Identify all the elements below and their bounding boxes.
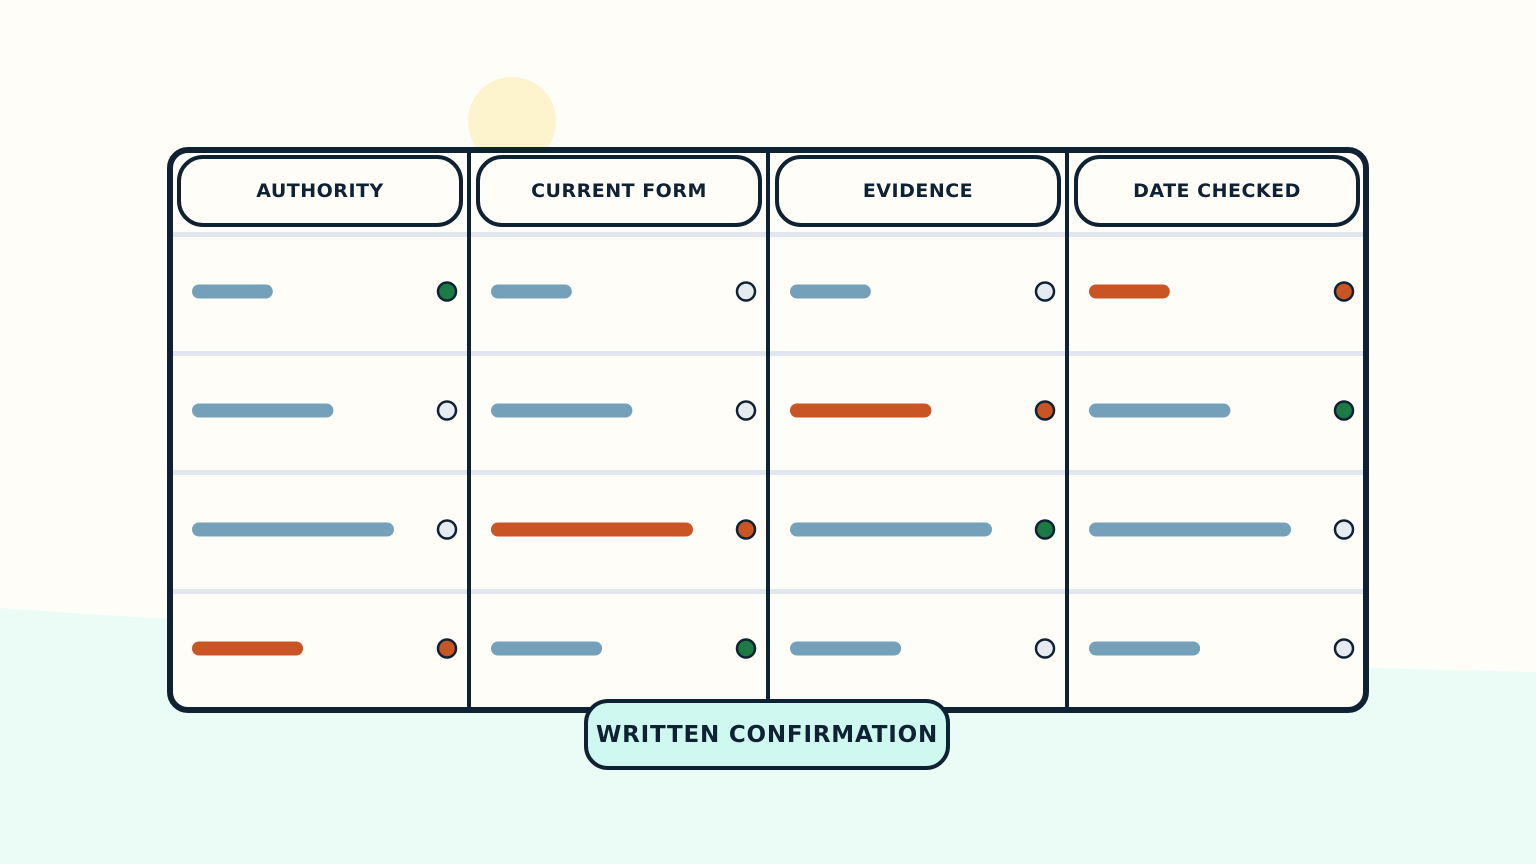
column-headers: [177, 155, 1360, 227]
header-pill-evidence: [775, 155, 1061, 227]
header-label-date-checked: DATE CHECKED: [1133, 180, 1301, 202]
header-label-current-form: CURRENT FORM: [531, 180, 707, 202]
header-label-authority: AUTHORITY: [256, 180, 384, 202]
cell-bar-r2-c3: [790, 403, 932, 418]
cell-bar-r3-c1: [192, 522, 394, 537]
status-dot-r4-c1: [436, 638, 458, 659]
status-dot-r3-c1: [436, 519, 458, 540]
column-separators: [467, 152, 1069, 708]
sun-shape: [468, 77, 556, 165]
table-cells: [192, 281, 1355, 659]
cell-bar-r3-c2: [491, 522, 693, 537]
header-pill-authority: [177, 155, 463, 227]
cell-bar-r2-c4: [1089, 403, 1231, 418]
status-dot-r3-c4: [1333, 519, 1355, 540]
status-dot-r1-c1: [436, 281, 458, 302]
cell-bar-r1-c1: [192, 284, 273, 299]
cell-bar-r1-c3: [790, 284, 871, 299]
cell-bar-r4-c3: [790, 641, 902, 656]
header-pill-current-form: [476, 155, 762, 227]
footer-tag-box: [584, 699, 950, 770]
status-dot-r1-c3: [1034, 281, 1056, 302]
cell-bar-r3-c4: [1089, 522, 1291, 537]
cell-bar-r3-c3: [790, 522, 992, 537]
status-dot-r2-c4: [1333, 400, 1355, 421]
status-dot-r4-c4: [1333, 638, 1355, 659]
status-dot-r3-c2: [735, 519, 757, 540]
header-label-evidence: EVIDENCE: [862, 180, 974, 202]
cell-bar-r2-c2: [491, 403, 633, 418]
status-dot-r4-c2: [735, 638, 757, 659]
status-dot-r2-c1: [436, 400, 458, 421]
status-dot-r2-c3: [1034, 400, 1056, 421]
status-dot-r3-c3: [1034, 519, 1056, 540]
cell-bar-r1-c4: [1089, 284, 1170, 299]
header-pill-date-checked: [1074, 155, 1360, 227]
cell-bar-r2-c1: [192, 403, 334, 418]
status-dot-r1-c2: [735, 281, 757, 302]
status-dot-r4-c3: [1034, 638, 1056, 659]
cell-bar-r4-c1: [192, 641, 304, 656]
cell-bar-r4-c2: [491, 641, 603, 656]
cell-bar-r1-c2: [491, 284, 572, 299]
status-dot-r1-c4: [1333, 281, 1355, 302]
cell-bar-r4-c4: [1089, 641, 1201, 656]
footer-tag-label: WRITTEN CONFIRMATION: [595, 721, 939, 748]
status-dot-r2-c2: [735, 400, 757, 421]
